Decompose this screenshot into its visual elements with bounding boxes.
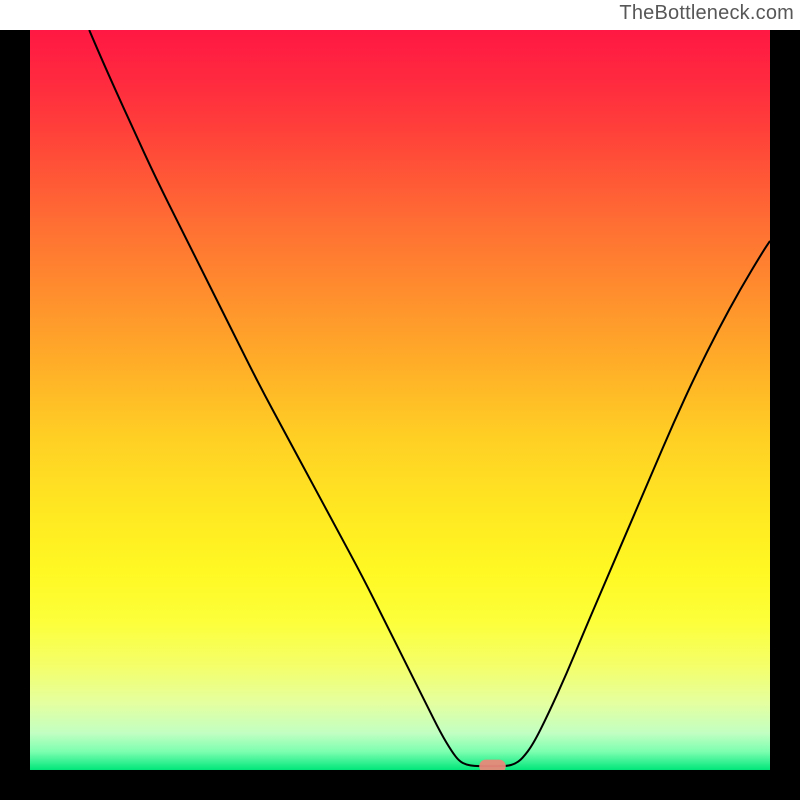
frame-left bbox=[0, 30, 30, 800]
chart-container: TheBottleneck.com bbox=[0, 0, 800, 800]
frame-right bbox=[770, 30, 800, 800]
watermark-text: TheBottleneck.com bbox=[619, 2, 794, 25]
frame-bottom bbox=[0, 770, 800, 800]
bottleneck-chart bbox=[0, 0, 800, 800]
gradient-background bbox=[30, 30, 770, 770]
